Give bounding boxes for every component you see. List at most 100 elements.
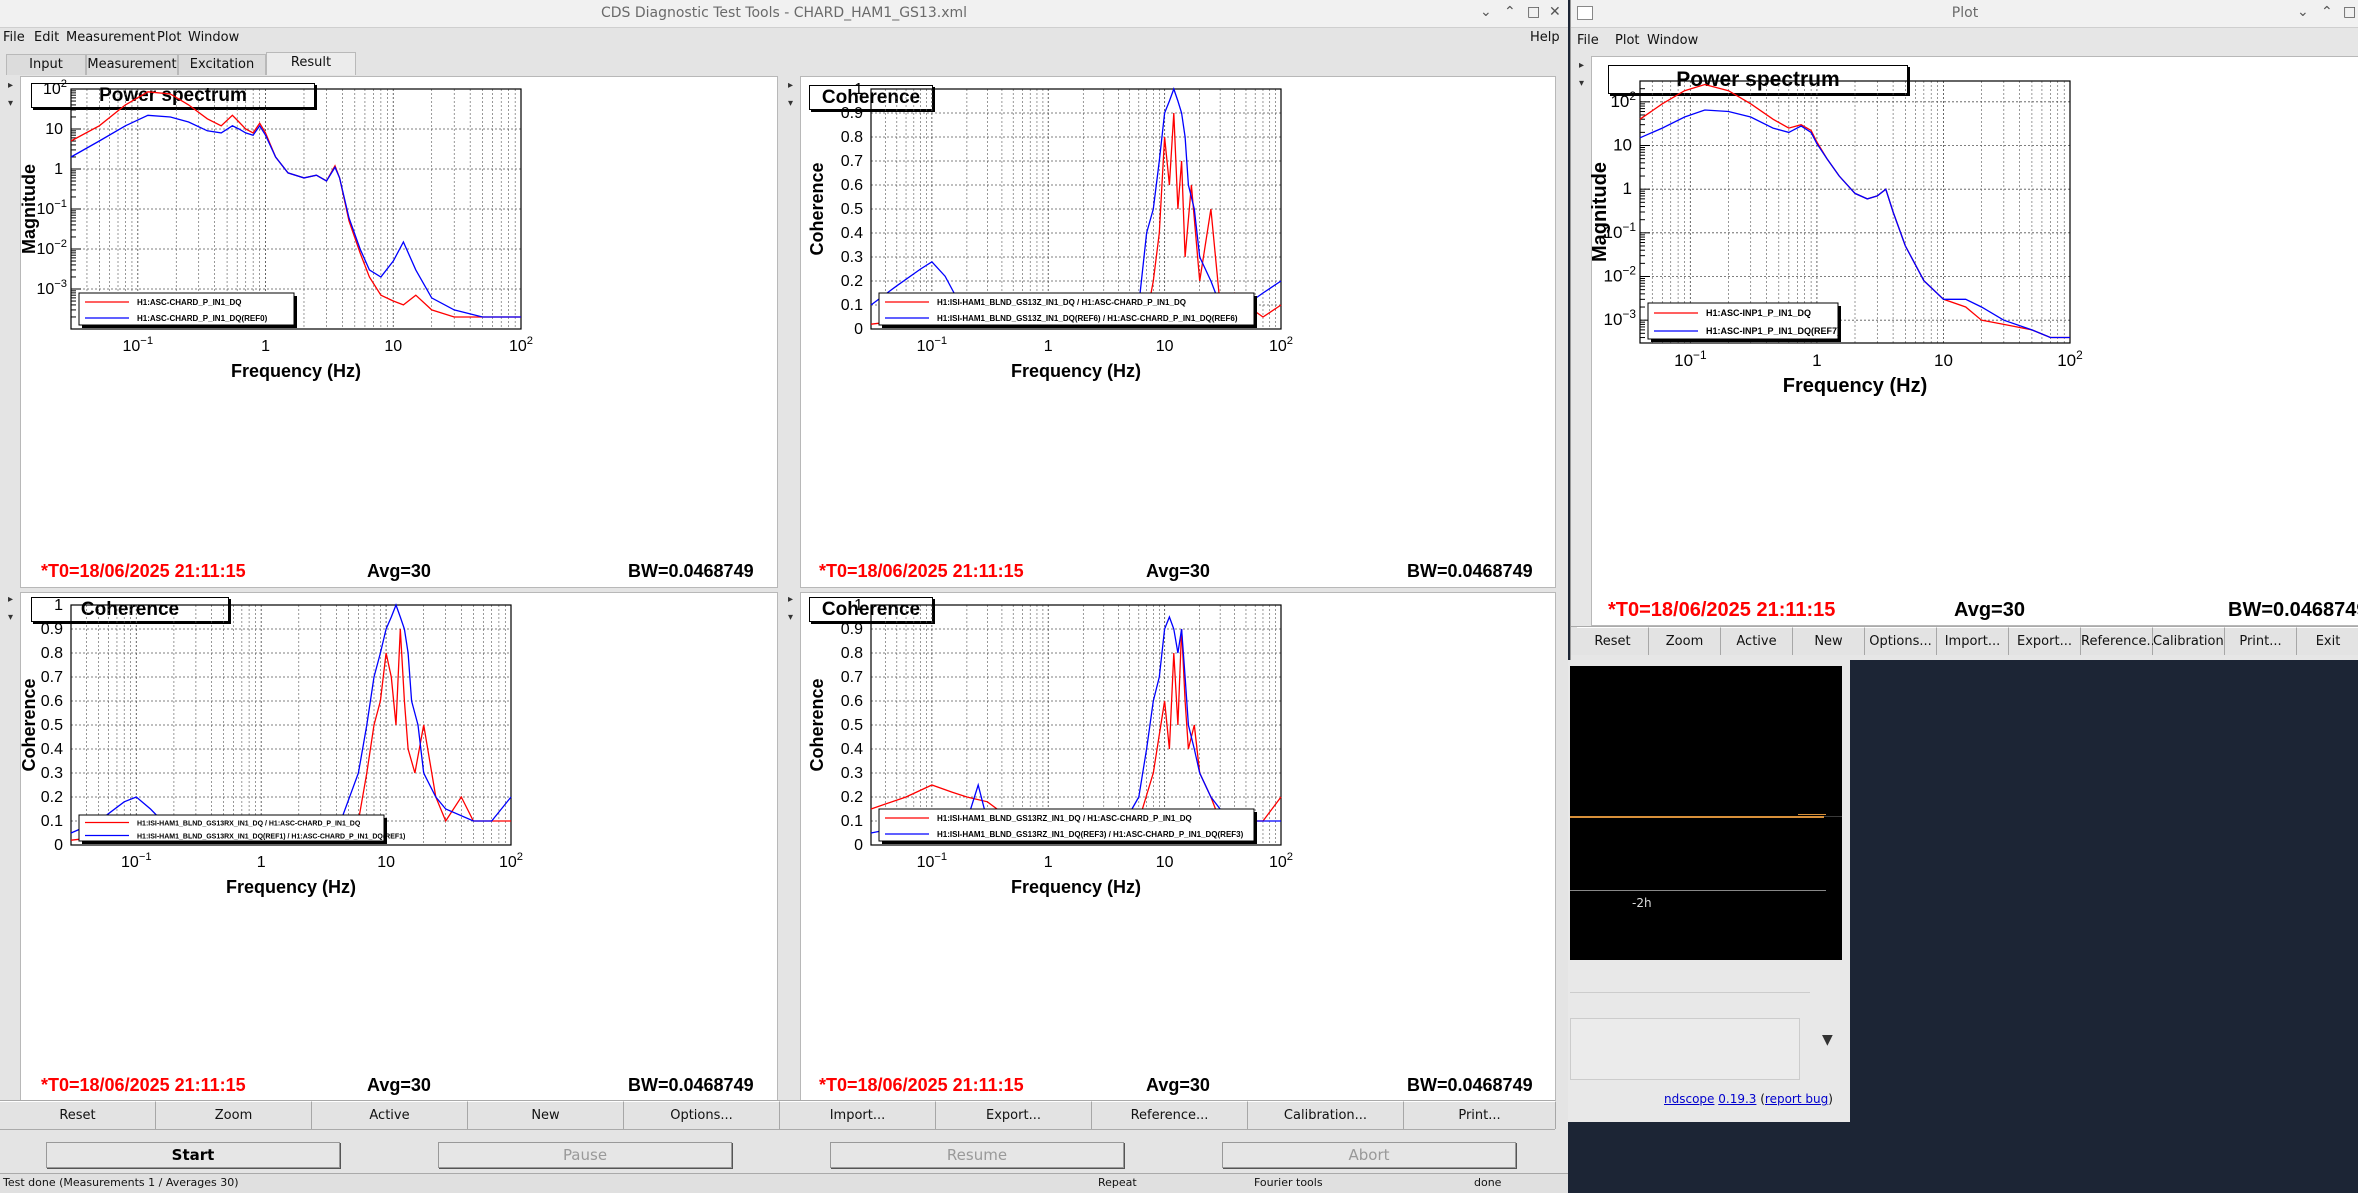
panel-2-t0: *T0=18/06/2025 21:11:15 <box>819 561 1024 581</box>
panel-5-down-arrow-icon[interactable]: ▾ <box>1579 78 1585 89</box>
y-tick-label: 0.2 <box>841 789 863 806</box>
status-bar: Test done (Measurements 1 / Averages 30)… <box>0 1173 1568 1193</box>
x-axis-label: Frequency (Hz) <box>231 361 361 381</box>
panel-2-left-arrow-icon[interactable]: ▸ <box>788 80 794 91</box>
report-bug-link[interactable]: report bug <box>1764 1092 1829 1106</box>
calibration-button[interactable]: Calibration... <box>1248 1101 1404 1129</box>
y-tick-label: 10 <box>1613 136 1632 155</box>
ndscope-dropdown-icon[interactable]: ▼ <box>1822 1032 1833 1048</box>
plot-window-icon <box>1577 6 1593 20</box>
menu-plot[interactable]: Plot <box>157 30 182 45</box>
abort-button[interactable]: Abort <box>1222 1142 1516 1168</box>
reset-button[interactable]: Reset <box>0 1101 156 1129</box>
y-tick-label: 102 <box>43 78 67 98</box>
tab-excitation[interactable]: Excitation <box>178 54 266 75</box>
power-spectrum-chart[interactable]: 10−1 1 10 102 102 10 1 10−1 10−2 10−3 Frequency (H… <box>19 77 777 587</box>
start-button[interactable]: Start <box>46 1142 340 1168</box>
ndscope-divider <box>1570 992 1810 993</box>
panel-1-left-arrow-icon[interactable]: ▸ <box>8 80 14 91</box>
coherence-chart-1[interactable]: 10−1 1 10 102 0 0.1 0.2 0.3 0.4 0.5 0.6 0.7 0.8 0.9 1 F… <box>801 77 1555 587</box>
plot-menu-plot[interactable]: Plot <box>1615 33 1640 48</box>
main-titlebar: CDS Diagnostic Test Tools - CHARD_HAM1_G… <box>0 0 1568 28</box>
ndscope-input-box[interactable] <box>1570 1018 1800 1080</box>
plot-panel-5[interactable]: Power spectrum 10−1 1 10 102 102 10 1 10−1 10−2 1… <box>1589 56 2358 626</box>
export-button[interactable]: Export... <box>936 1101 1092 1129</box>
panel-5-left-arrow-icon[interactable]: ▸ <box>1579 60 1585 71</box>
coherence-chart-2[interactable]: 10−1 1 10 102 0 0.1 0.2 0.3 0.4 0.5 0.6 0.7 0.8 0.9 1 F… <box>19 593 777 1101</box>
panel-1-down-arrow-icon[interactable]: ▾ <box>8 98 14 109</box>
panel-4-left-arrow-icon[interactable]: ▸ <box>788 594 794 605</box>
plot-panel-4[interactable]: Coherence 10−1 1 10 102 0 0.1 0.2 0.3 0.4 0.5 0.6 0… <box>800 592 1556 1102</box>
y-tick-label: 0.3 <box>41 765 63 782</box>
panel-3-left-arrow-icon[interactable]: ▸ <box>8 594 14 605</box>
series-line-1 <box>870 628 1282 834</box>
plot-options-button[interactable]: Options... <box>1865 627 1937 655</box>
plot-panel-2[interactable]: Coherence 10−1 1 10 102 0 0.1 0.2 0.3 0.4 0.5 0.6 0… <box>800 76 1556 588</box>
panel-2-avg: Avg=30 <box>1146 561 1210 581</box>
resume-button[interactable]: Resume <box>830 1142 1124 1168</box>
plot-minimize-icon[interactable]: ⌄ <box>2297 4 2309 20</box>
panel-3-down-arrow-icon[interactable]: ▾ <box>8 612 14 623</box>
plot-reset-button[interactable]: Reset <box>1577 627 1649 655</box>
active-button[interactable]: Active <box>312 1101 468 1129</box>
panel-2-bw: BW=0.0468749 <box>1407 561 1533 581</box>
plot-panel-3[interactable]: Coherence 10−1 1 10 102 0 0.1 0.2 0.3 0.4 0.5 0.6 0… <box>19 592 778 1102</box>
plot-panel-1[interactable]: Power spectrum 10−1 1 10 102 102 10 1 10−1 10−2 1… <box>19 76 778 588</box>
ndscope-version-link[interactable]: 0.19.3 <box>1718 1092 1757 1106</box>
y-tick-label: 0.4 <box>41 741 63 758</box>
x-tick-label: 10 <box>1156 854 1174 871</box>
tab-measurement[interactable]: Measurement <box>86 54 178 75</box>
plot-menu-window[interactable]: Window <box>1647 33 1699 48</box>
plot-menu-file[interactable]: File <box>1577 33 1599 48</box>
tab-result[interactable]: Result <box>266 52 356 75</box>
panel-1-t0: *T0=18/06/2025 21:11:15 <box>41 561 246 581</box>
new-button[interactable]: New <box>468 1101 624 1129</box>
plot-import-button[interactable]: Import... <box>1937 627 2009 655</box>
plot-exit-button[interactable]: Exit <box>2297 627 2358 655</box>
options-button[interactable]: Options... <box>624 1101 780 1129</box>
status-tool: Fourier tools <box>1254 1176 1323 1189</box>
plot-maximize-icon[interactable]: □ <box>2343 4 2357 20</box>
y-axis-label: Coherence <box>19 678 39 771</box>
pause-button[interactable]: Pause <box>438 1142 732 1168</box>
plot-restore-icon[interactable]: ⌃ <box>2321 4 2333 20</box>
import-button[interactable]: Import... <box>780 1101 936 1129</box>
plot-print-button[interactable]: Print... <box>2225 627 2297 655</box>
minimize-icon[interactable]: ⌄ <box>1480 4 1492 20</box>
plot-export-button[interactable]: Export... <box>2009 627 2081 655</box>
menu-measurement[interactable]: Measurement <box>66 30 156 45</box>
ndscope-version: ndscope 0.19.3 (report bug) <box>1664 1092 1833 1106</box>
print-button[interactable]: Print... <box>1404 1101 1556 1129</box>
x-tick-label: 10−1 <box>1674 348 1707 370</box>
y-tick-label: 0.8 <box>841 129 863 146</box>
plot-active-button[interactable]: Active <box>1721 627 1793 655</box>
plot-calibration-button[interactable]: Calibration... <box>2153 627 2236 655</box>
close-icon[interactable]: ✕ <box>1549 4 1561 20</box>
panel-4-down-arrow-icon[interactable]: ▾ <box>788 612 794 623</box>
ndscope-trace-end <box>1798 814 1826 815</box>
plot-new-button[interactable]: New <box>1793 627 1865 655</box>
legend-entry-1: H1:ISI-HAM1_BLND_GS13Z_IN1_DQ / H1:ASC-C… <box>937 298 1186 307</box>
x-tick-label: 102 <box>509 335 533 355</box>
maximize-icon[interactable]: □ <box>1527 4 1541 20</box>
menu-help[interactable]: Help <box>1530 30 1560 45</box>
coherence-chart-3[interactable]: 10−1 1 10 102 0 0.1 0.2 0.3 0.4 0.5 0.6 0.7 0.8 0.9 1 F… <box>801 593 1555 1101</box>
menu-window[interactable]: Window <box>188 30 240 45</box>
panel-1-bw: BW=0.0468749 <box>628 561 754 581</box>
main-menubar: File Edit Measurement Plot Window Help <box>0 27 1568 49</box>
plot-zoom-button[interactable]: Zoom <box>1649 627 1721 655</box>
y-tick-label: 1 <box>854 81 863 98</box>
y-tick-label: 1 <box>54 161 63 178</box>
zoom-button[interactable]: Zoom <box>156 1101 312 1129</box>
plot-reference-button[interactable]: Reference... <box>2081 627 2159 655</box>
menu-file[interactable]: File <box>3 30 25 45</box>
y-tick-label: 0.6 <box>841 177 863 194</box>
tab-input[interactable]: Input <box>6 54 86 75</box>
panel-2-down-arrow-icon[interactable]: ▾ <box>788 98 794 109</box>
reference-button[interactable]: Reference... <box>1092 1101 1248 1129</box>
restore-icon[interactable]: ⌃ <box>1504 4 1516 20</box>
ndscope-link[interactable]: ndscope <box>1664 1092 1715 1106</box>
menu-edit[interactable]: Edit <box>34 30 60 45</box>
ndscope-plot[interactable]: -2h <box>1570 666 1842 960</box>
